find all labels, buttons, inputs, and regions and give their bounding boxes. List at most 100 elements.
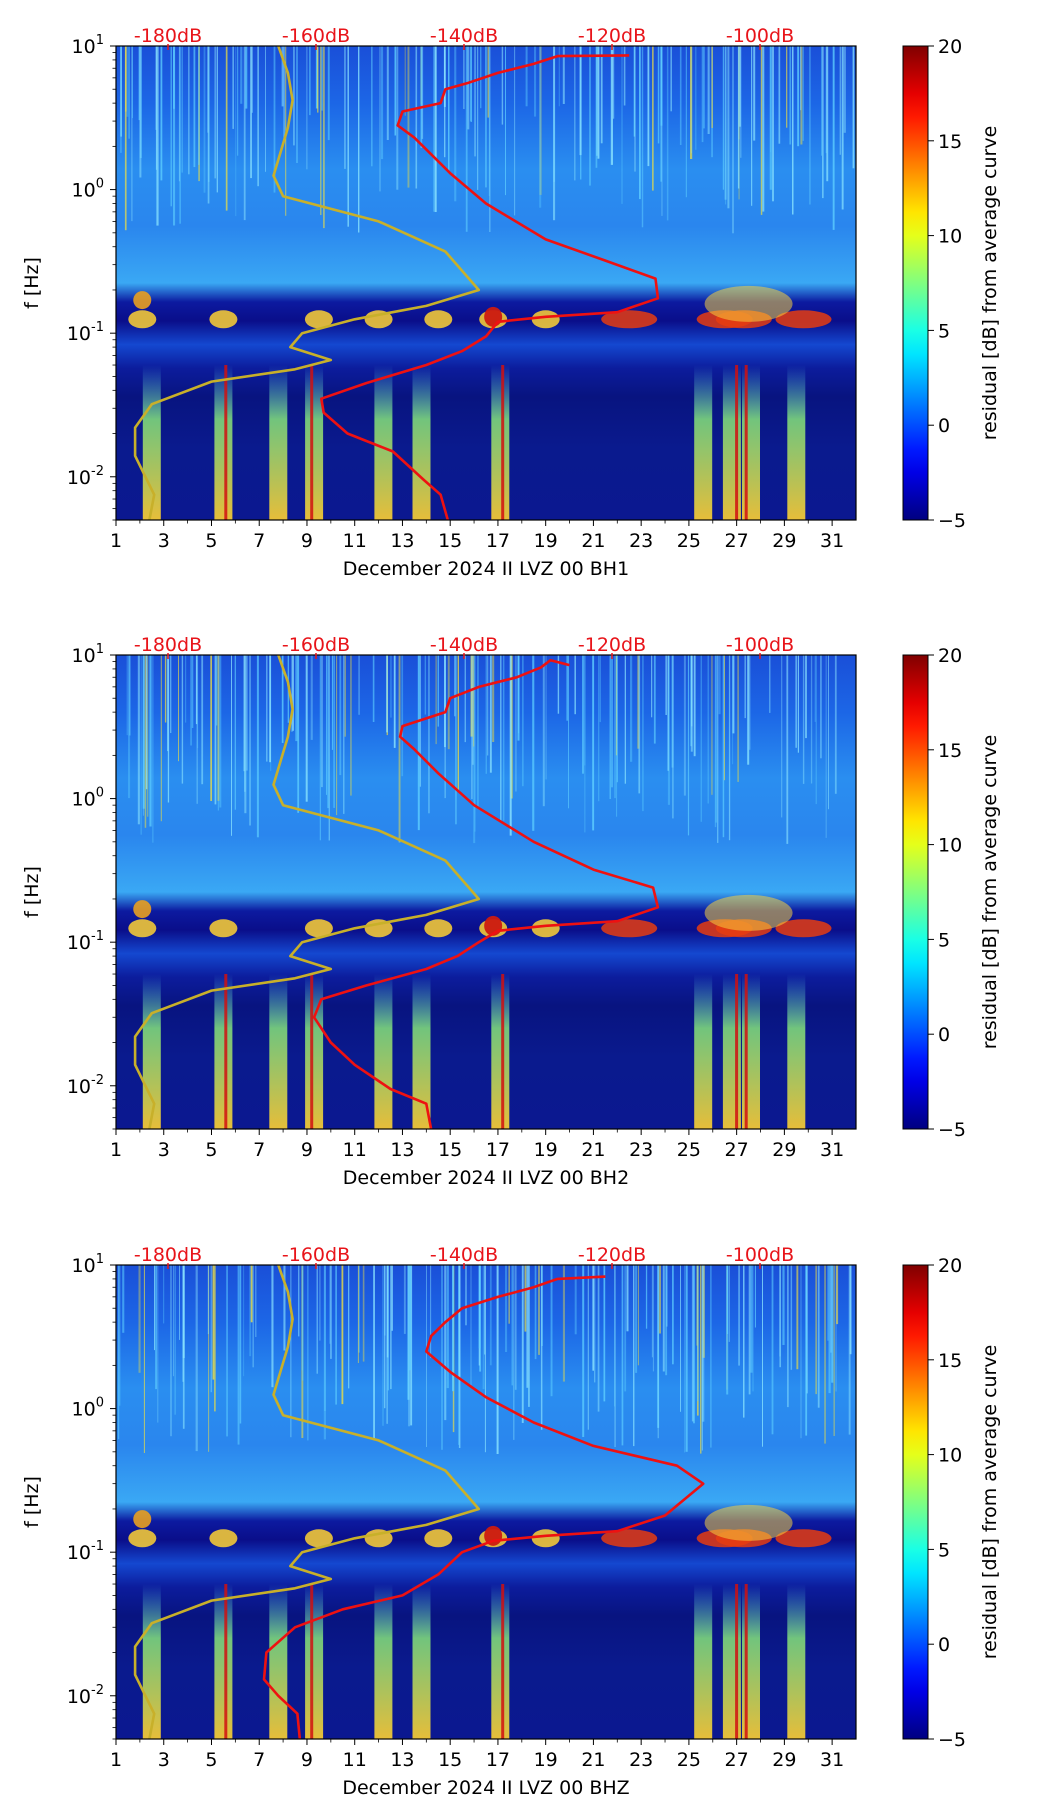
x-tick-label: 3 [158, 1749, 170, 1771]
x-tick-label: 31 [820, 1139, 844, 1161]
x-tick-label: 13 [390, 1749, 414, 1771]
y-tick-base: 10 [67, 467, 91, 489]
colorbar-tick-label: −5 [938, 1119, 966, 1141]
panel-2: 1 3 5 7 9 11 13 15 17 19 21 23 25 27 29 3110-210-110010… [21, 634, 1001, 1189]
x-tick-label: 5 [205, 1139, 217, 1161]
y-tick-exponent: 0 [96, 1396, 104, 1411]
station-noise-curve [319, 54, 660, 520]
db-reference-label: -120dB [578, 1244, 646, 1266]
y-tick-base: 10 [67, 1076, 91, 1098]
x-tick-label: 5 [205, 1749, 217, 1771]
x-tick-label: 5 [205, 530, 217, 552]
db-reference-label: -120dB [578, 634, 646, 656]
x-tick-label: 3 [158, 1139, 170, 1161]
plot-frame [115, 1264, 857, 1740]
y-axis-label: f [Hz] [21, 866, 43, 918]
x-tick-label: 15 [438, 1139, 462, 1161]
colorbar [902, 654, 929, 1130]
station-noise-curve [312, 658, 660, 1129]
colorbar-label: residual [dB] from average curve [979, 126, 1001, 441]
x-tick-label: 7 [253, 1139, 265, 1161]
db-reference-label: -100dB [726, 1244, 794, 1266]
y-tick-base: 10 [67, 1686, 91, 1708]
y-tick-base: 10 [67, 323, 91, 345]
y-tick-exponent: -1 [91, 929, 104, 944]
y-tick-exponent: -2 [91, 1073, 104, 1088]
x-tick-label: 25 [677, 1139, 701, 1161]
y-tick-exponent: -1 [91, 320, 104, 335]
colorbar-tick-label: 20 [938, 645, 962, 667]
db-reference-label: -180dB [134, 634, 202, 656]
y-tick-exponent: 0 [96, 786, 104, 801]
db-reference-label: -160dB [282, 1244, 350, 1266]
y-tick-base: 10 [72, 1255, 96, 1277]
colorbar-label: residual [dB] from average curve [979, 735, 1001, 1050]
colorbar-tick-label: 10 [938, 1445, 962, 1467]
db-reference-label: -180dB [134, 25, 202, 47]
x-tick-label: 21 [581, 1749, 605, 1771]
y-tick-label: 10-2 [67, 1073, 104, 1098]
x-tick-label: 29 [772, 1139, 796, 1161]
db-reference-label: -100dB [726, 634, 794, 656]
colorbar-label: residual [dB] from average curve [979, 1345, 1001, 1660]
colorbar-tick-label: 0 [938, 1024, 950, 1046]
y-tick-exponent: -2 [91, 464, 104, 479]
x-tick-label: 27 [725, 1749, 749, 1771]
y-axis-label: f [Hz] [21, 257, 43, 309]
y-tick-label: 10-1 [67, 929, 104, 954]
x-tick-label: 19 [534, 1749, 558, 1771]
x-tick-label: 9 [301, 1139, 313, 1161]
noise-model-curve [133, 655, 481, 1129]
y-tick-base: 10 [72, 36, 96, 58]
x-tick-label: 27 [725, 1139, 749, 1161]
db-reference-label: -140dB [430, 634, 498, 656]
x-tick-label: 11 [343, 1139, 367, 1161]
x-tick-label: 31 [820, 530, 844, 552]
y-tick-base: 10 [67, 1542, 91, 1564]
colorbar-tick-label: 5 [938, 320, 950, 342]
station-noise-curve [262, 1275, 705, 1739]
x-tick-label: 29 [772, 530, 796, 552]
plot-frame [115, 45, 857, 521]
x-tick-label: 25 [677, 1749, 701, 1771]
spectrogram-texture [118, 1265, 852, 1739]
x-axis-label: December 2024 II LVZ 00 BH1 [343, 558, 629, 580]
db-reference-label: -140dB [430, 1244, 498, 1266]
x-axis-label: December 2024 II LVZ 00 BHZ [342, 1777, 629, 1799]
db-reference-label: -140dB [430, 25, 498, 47]
db-reference-label: -180dB [134, 1244, 202, 1266]
colorbar-tick-label: 5 [938, 1539, 950, 1561]
colorbar [902, 1264, 929, 1740]
y-tick-exponent: 0 [96, 177, 104, 192]
x-tick-label: 21 [581, 1139, 605, 1161]
x-tick-label: 17 [486, 1139, 510, 1161]
db-reference-label: -120dB [578, 25, 646, 47]
panel-1: 1 3 5 7 9 11 13 15 17 19 21 23 25 27 29 3110-210-110010… [21, 25, 1001, 580]
colorbar-tick-label: 15 [938, 1350, 962, 1372]
x-tick-label: 9 [301, 1749, 313, 1771]
x-tick-label: 19 [534, 530, 558, 552]
x-tick-label: 7 [253, 530, 265, 552]
plot-frame [115, 654, 857, 1130]
y-tick-exponent: 1 [96, 642, 104, 657]
y-tick-label: 100 [72, 1396, 104, 1421]
y-tick-label: 101 [72, 33, 104, 58]
colorbar-tick-label: 10 [938, 226, 962, 248]
x-tick-label: 13 [390, 1139, 414, 1161]
db-reference-label: -100dB [726, 25, 794, 47]
x-tick-label: 17 [486, 530, 510, 552]
x-tick-label: 9 [301, 530, 313, 552]
colorbar [902, 45, 929, 521]
colorbar-tick-label: 20 [938, 36, 962, 58]
colorbar-tick-label: 0 [938, 1634, 950, 1656]
y-tick-exponent: 1 [96, 33, 104, 48]
x-tick-label: 15 [438, 1749, 462, 1771]
y-tick-exponent: 1 [96, 1252, 104, 1267]
db-reference-label: -160dB [282, 634, 350, 656]
x-tick-label: 23 [629, 530, 653, 552]
x-tick-label: 1 [110, 1749, 122, 1771]
colorbar-tick-label: 20 [938, 1255, 962, 1277]
x-tick-label: 19 [534, 1139, 558, 1161]
colorbar-tick-label: −5 [938, 510, 966, 532]
